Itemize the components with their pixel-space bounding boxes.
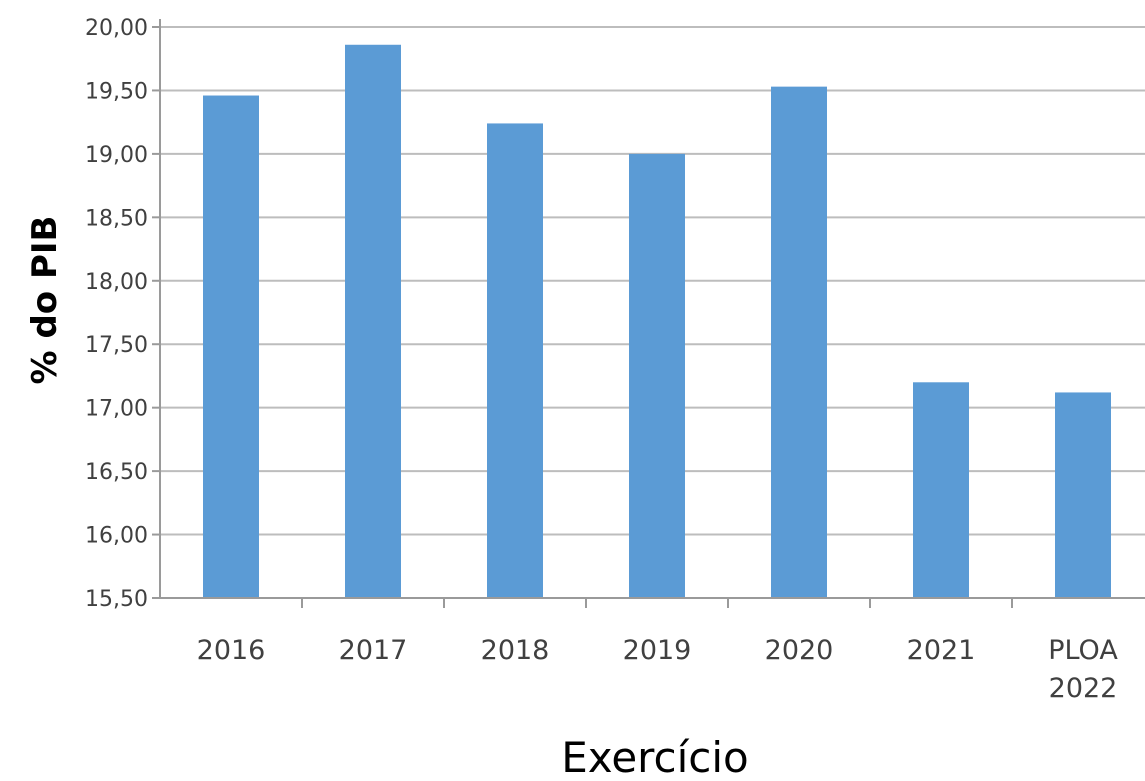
y-tick-label: 17,50	[85, 333, 148, 358]
x-tick-label: 2021	[907, 635, 976, 666]
x-tick-label: PLOA 2022	[1048, 635, 1118, 704]
bar-2017	[345, 44, 401, 598]
x-tick-label: 2016	[197, 635, 266, 666]
x-tick-label: 2019	[623, 635, 692, 666]
bar-2019	[629, 153, 685, 598]
y-tick-label: 20,00	[85, 16, 148, 41]
y-axis-title: % do PIB	[25, 216, 65, 385]
x-axis-title: Exercício	[561, 733, 749, 781]
y-tick-label: 19,00	[85, 143, 148, 168]
y-tick-label: 16,00	[85, 524, 148, 549]
y-tick-label: 16,50	[85, 460, 148, 485]
y-tick-label: 19,50	[85, 79, 148, 104]
x-tick-label: 2020	[765, 635, 834, 666]
y-tick-label: 17,00	[85, 397, 148, 422]
axes	[152, 19, 1145, 608]
bar-2016	[203, 95, 259, 599]
bar-ploa-2022	[1055, 392, 1111, 598]
x-tick-label: 2017	[339, 635, 408, 666]
y-tick-label: 18,00	[85, 270, 148, 295]
bar-2020	[771, 86, 827, 598]
bars	[203, 44, 1111, 599]
bar-2018	[487, 123, 543, 599]
bar-2021	[913, 382, 969, 598]
y-tick-label: 15,50	[85, 587, 148, 612]
y-tick-labels: 15,50 16,00 16,50 17,00 17,50 18,00 18,50 19,00…	[85, 16, 148, 612]
x-tick-label: 2018	[481, 635, 550, 666]
y-tick-label: 18,50	[85, 206, 148, 231]
x-tick-labels: 2016 2017 2018 2019 2020 2021 PLOA 2022	[197, 635, 1119, 704]
